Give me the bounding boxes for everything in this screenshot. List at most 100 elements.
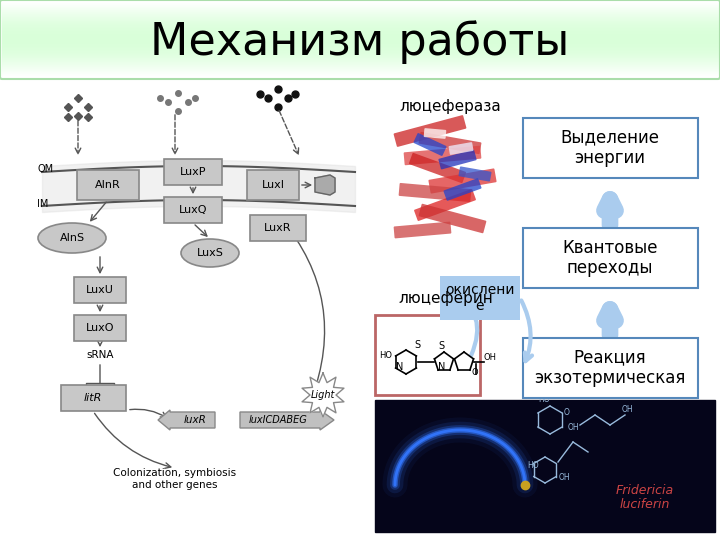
FancyBboxPatch shape: [74, 315, 126, 341]
Bar: [2, 38, 718, 39]
Bar: [523, 228, 698, 288]
FancyBboxPatch shape: [413, 133, 446, 156]
FancyBboxPatch shape: [428, 168, 497, 193]
Text: LuxI: LuxI: [261, 180, 284, 190]
FancyArrow shape: [240, 410, 334, 430]
Bar: [2, 49, 718, 50]
FancyBboxPatch shape: [60, 385, 125, 411]
Text: OM: OM: [37, 164, 53, 174]
Text: Colonization, symbiosis
and other genes: Colonization, symbiosis and other genes: [114, 468, 237, 490]
Bar: [2, 75, 718, 76]
FancyBboxPatch shape: [399, 183, 472, 202]
Bar: [2, 48, 718, 49]
Bar: [2, 15, 718, 16]
Bar: [2, 42, 718, 43]
Bar: [2, 46, 718, 47]
Bar: [2, 72, 718, 73]
Bar: [2, 52, 718, 53]
Text: OH: OH: [622, 405, 634, 414]
Text: люцеферин: люцеферин: [398, 291, 492, 306]
Bar: [2, 68, 718, 69]
Bar: [2, 69, 718, 70]
Bar: [2, 19, 718, 20]
Bar: [5, 82, 370, 532]
Bar: [390, 115, 550, 270]
Text: OH: OH: [568, 423, 580, 432]
Text: Механизм работы: Механизм работы: [150, 20, 570, 64]
Text: luciferin: luciferin: [620, 498, 670, 511]
Bar: [2, 33, 718, 34]
Bar: [2, 8, 718, 9]
Bar: [2, 39, 718, 40]
Text: Fridericia: Fridericia: [616, 483, 674, 496]
Bar: [2, 60, 718, 61]
Bar: [2, 57, 718, 58]
Bar: [2, 30, 718, 31]
Bar: [2, 50, 718, 51]
Text: Реакция
экзотермическая: Реакция экзотермическая: [534, 349, 685, 387]
Polygon shape: [302, 373, 344, 417]
Text: LuxR: LuxR: [264, 223, 292, 233]
FancyBboxPatch shape: [164, 159, 222, 185]
Bar: [440, 276, 520, 320]
Text: LuxP: LuxP: [180, 167, 206, 177]
Bar: [2, 4, 718, 5]
Bar: [2, 65, 718, 66]
FancyBboxPatch shape: [418, 132, 482, 154]
Bar: [2, 36, 718, 37]
Bar: [2, 11, 718, 12]
FancyBboxPatch shape: [409, 153, 466, 183]
Bar: [2, 28, 718, 29]
Bar: [2, 54, 718, 55]
Text: LuxU: LuxU: [86, 285, 114, 295]
Bar: [523, 118, 698, 178]
FancyBboxPatch shape: [444, 178, 482, 201]
Text: HO: HO: [538, 395, 549, 404]
Bar: [2, 70, 718, 71]
Bar: [2, 63, 718, 64]
Bar: [2, 14, 718, 15]
Bar: [375, 315, 480, 395]
FancyBboxPatch shape: [77, 170, 139, 200]
Bar: [2, 51, 718, 52]
Bar: [2, 53, 718, 54]
Text: S: S: [438, 341, 444, 351]
Text: окислени
е: окислени е: [445, 283, 515, 313]
Text: Выделение
энергии: Выделение энергии: [560, 129, 660, 167]
Bar: [2, 44, 718, 45]
Polygon shape: [315, 175, 335, 195]
Text: O: O: [564, 408, 570, 417]
Bar: [2, 12, 718, 13]
Bar: [2, 2, 718, 3]
Bar: [2, 74, 718, 75]
FancyBboxPatch shape: [164, 197, 222, 223]
Bar: [2, 41, 718, 42]
Bar: [2, 40, 718, 41]
Text: S: S: [414, 340, 420, 350]
Text: HO: HO: [379, 351, 392, 360]
Ellipse shape: [38, 223, 106, 253]
Bar: [2, 37, 718, 38]
Bar: [2, 71, 718, 72]
Bar: [2, 23, 718, 24]
Bar: [2, 17, 718, 18]
FancyBboxPatch shape: [74, 277, 126, 303]
Bar: [2, 6, 718, 7]
Bar: [2, 62, 718, 63]
FancyBboxPatch shape: [394, 115, 467, 147]
Bar: [2, 31, 718, 32]
FancyBboxPatch shape: [247, 170, 299, 200]
Text: IM: IM: [37, 199, 48, 209]
Text: sRNA: sRNA: [86, 350, 114, 360]
Text: O: O: [472, 368, 479, 377]
Bar: [2, 55, 718, 56]
Text: litR: litR: [84, 393, 102, 403]
Bar: [2, 9, 718, 10]
FancyBboxPatch shape: [424, 128, 446, 139]
Bar: [2, 56, 718, 57]
Ellipse shape: [181, 239, 239, 267]
FancyBboxPatch shape: [418, 204, 486, 233]
Bar: [2, 64, 718, 65]
Text: OH: OH: [484, 353, 497, 362]
Bar: [2, 45, 718, 46]
